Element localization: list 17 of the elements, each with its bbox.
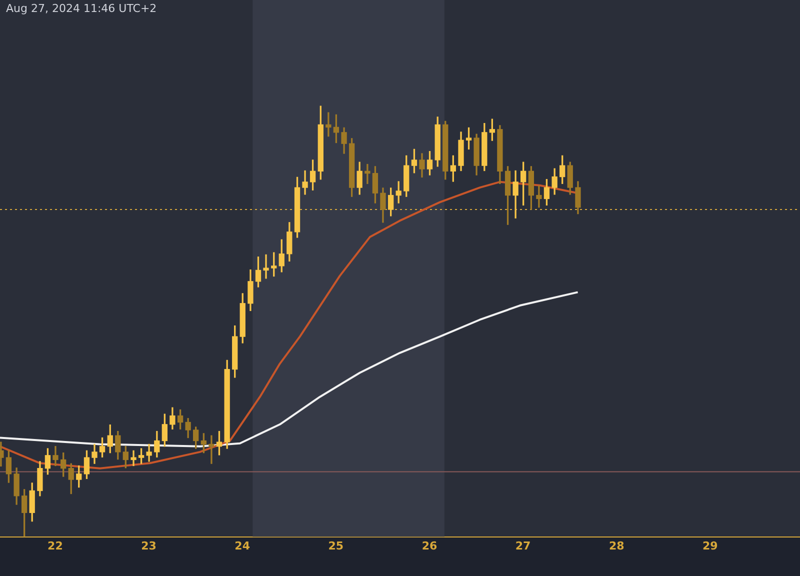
candlestick [52,446,58,466]
x-tick-label: 24 [234,539,250,552]
x-tick-label: 25 [328,539,344,552]
x-tick-label: 23 [141,539,156,552]
candlestick [130,450,136,466]
candlestick [208,435,214,464]
candlestick [536,185,542,208]
candlestick [326,112,332,137]
x-tick-label: 26 [422,539,438,552]
x-tick-label: 22 [48,539,63,552]
x-tick-label: 27 [515,539,531,552]
x-tick-label: 29 [702,539,718,552]
candlestick [263,254,269,279]
x-tick-label: 28 [608,539,624,552]
candlestick [364,164,370,184]
candlestick [146,444,152,462]
text: Aug 27, 2024 11:46 UTC+2 [6,2,157,15]
